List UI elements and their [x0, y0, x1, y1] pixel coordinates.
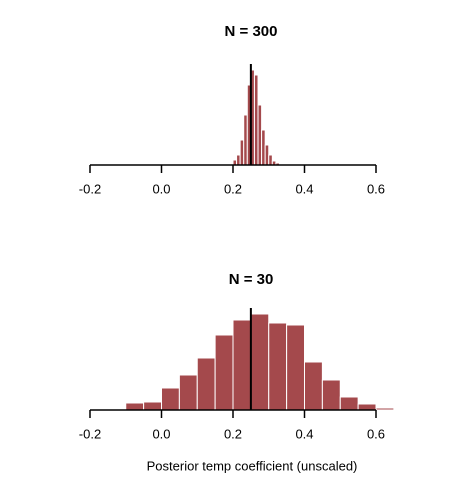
- bar: [357, 403, 377, 411]
- bar: [375, 407, 395, 411]
- bar: [214, 334, 234, 411]
- x-tick-label: 0.6: [367, 426, 385, 441]
- x-tick-label: 0.4: [295, 181, 313, 196]
- chart-title: N = 300: [225, 23, 278, 40]
- bar: [232, 319, 252, 411]
- bar: [253, 74, 259, 166]
- bar: [264, 144, 270, 166]
- x-axis-label: Posterior temp coefficient (unscaled): [147, 458, 358, 473]
- chart-title: N = 30: [229, 271, 274, 288]
- x-tick-label: 0.2: [224, 426, 242, 441]
- bar: [257, 104, 263, 166]
- x-tick-label: -0.2: [79, 426, 101, 441]
- bar: [239, 139, 245, 166]
- bar: [261, 129, 266, 166]
- bar: [268, 154, 273, 166]
- bar: [143, 401, 162, 411]
- bar: [286, 324, 305, 411]
- bar: [161, 387, 180, 411]
- x-tick-label: -0.2: [79, 181, 101, 196]
- bar: [243, 114, 248, 166]
- bar: [236, 154, 241, 166]
- x-tick-label: 0.0: [152, 426, 170, 441]
- x-tick-label: 0.4: [295, 426, 313, 441]
- bar: [268, 322, 288, 411]
- bar: [250, 313, 270, 411]
- bar: [178, 374, 198, 411]
- x-tick-label: 0.2: [224, 181, 242, 196]
- bar: [125, 402, 145, 411]
- bar: [304, 361, 323, 411]
- bar: [321, 379, 341, 411]
- x-tick-label: 0.0: [152, 181, 170, 196]
- bar: [196, 357, 216, 411]
- x-tick-label: 0.6: [367, 181, 385, 196]
- bar: [339, 396, 359, 411]
